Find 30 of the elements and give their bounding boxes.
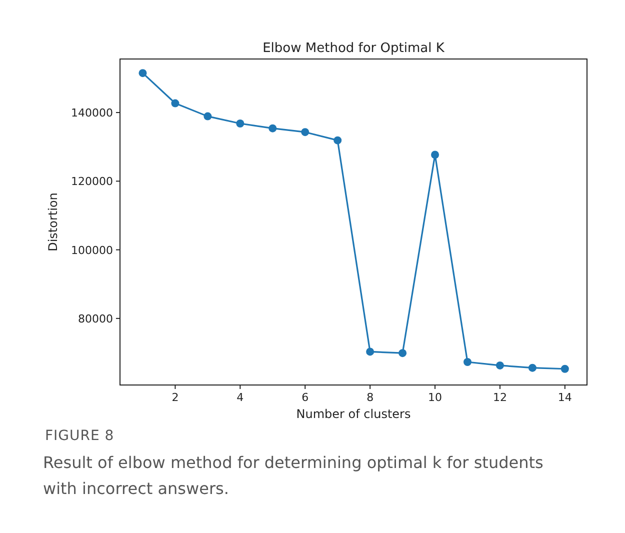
point [334,136,342,144]
x-tick-label: 12 [492,391,507,404]
point [463,358,472,366]
point [528,364,536,372]
point [204,112,212,120]
point [560,364,569,373]
y-tick-label: 120000 [71,175,113,188]
point [496,361,504,370]
point [366,348,374,356]
x-tick-label: 4 [236,391,244,404]
point [236,120,244,128]
y-axis-title: Distortion [46,192,60,252]
x-tick-label: 14 [558,391,572,404]
y-tick-label: 100000 [71,244,113,257]
point [398,349,407,358]
x-tick-label: 6 [302,391,309,404]
y-tick-label: 140000 [71,106,113,120]
y-tick-label: 80000 [78,312,113,326]
x-tick-label: 8 [366,391,374,404]
caption: FIGURE 8 [45,428,114,444]
point [431,150,440,159]
point [268,124,277,132]
chart-title: Elbow Method for Optimal K [262,41,445,56]
x-tick-label: 10 [428,391,442,404]
point [138,69,147,78]
x-tick-label: 2 [172,391,179,404]
point [171,99,180,108]
point [301,128,310,136]
x-axis-title: Number of clusters [296,407,411,421]
text: Result of elbow method for determining optimal k for students with incorrect answers. [43,452,544,500]
